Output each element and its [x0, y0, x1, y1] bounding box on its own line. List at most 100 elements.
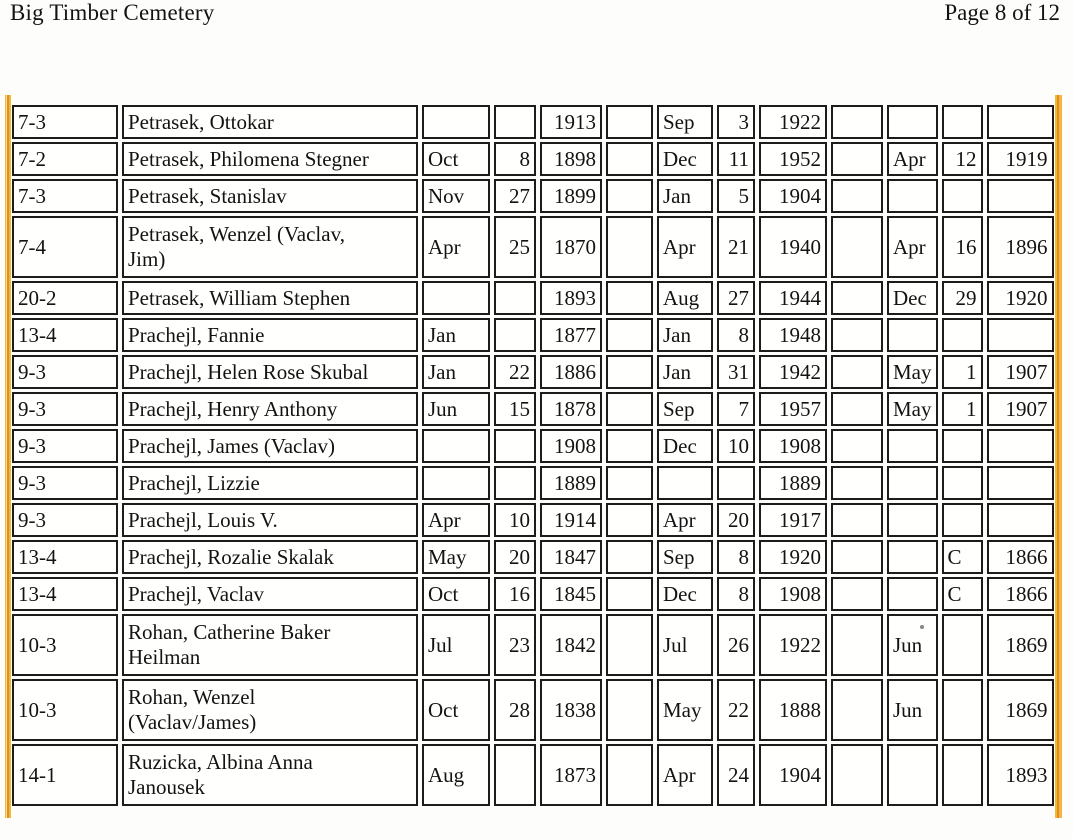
death-day-cell: 22: [717, 679, 755, 741]
death-year-cell: 1920: [759, 540, 827, 574]
birth-month-cell: Apr: [422, 503, 490, 537]
table-row: 10-3 Rohan, Catherine Baker Heilman Jul 23 1…: [12, 614, 1054, 676]
left-scan-edge-stripe: [5, 95, 11, 818]
death-year-cell: 1957: [759, 392, 827, 426]
name-cell: Prachejl, Rozalie Skalak: [122, 540, 418, 574]
plot-cell: 10-3: [12, 614, 118, 676]
name-cell: Petrasek, Philomena Stegner: [122, 142, 418, 176]
plot-cell: 20-2: [12, 281, 118, 315]
death-month-cell: [657, 466, 713, 500]
other-day-cell: 29: [941, 281, 983, 315]
birth-month-cell: Jun: [422, 392, 490, 426]
death-month-cell: Apr: [657, 744, 713, 806]
death-day-cell: 31: [717, 355, 755, 389]
birth-month-cell: Oct: [422, 142, 490, 176]
table-row: 20-2 Petrasek, William Stephen 1893 Aug 27 19…: [12, 281, 1054, 315]
spacer-cell: [606, 216, 653, 278]
spacer-cell: [606, 744, 653, 806]
plot-cell: 9-3: [12, 466, 118, 500]
name-cell: Prachejl, Henry Anthony: [122, 392, 418, 426]
death-day-cell: 24: [717, 744, 755, 806]
death-day-cell: 8: [717, 318, 755, 352]
other-year-cell: 1896: [986, 216, 1054, 278]
birth-day-cell: [494, 466, 536, 500]
name-cell: Prachejl, James (Vaclav): [122, 429, 418, 463]
birth-year-cell: 1842: [540, 614, 602, 676]
birth-day-cell: [494, 744, 536, 806]
death-month-cell: Jul: [657, 614, 713, 676]
table-row: 14-1 Ruzicka, Albina Anna Janousek Aug 1873…: [12, 744, 1054, 806]
table-row: 13-4 Prachejl, Vaclav Oct 16 1845 Dec 8 1908 C 18…: [12, 577, 1054, 611]
name-cell: Rohan, Catherine Baker Heilman: [122, 614, 418, 676]
death-month-cell: Jan: [657, 355, 713, 389]
spacer-cell: [606, 318, 653, 352]
birth-year-cell: 1870: [540, 216, 602, 278]
birth-year-cell: 1873: [540, 744, 602, 806]
plot-cell: 13-4: [12, 540, 118, 574]
death-day-cell: 10: [717, 429, 755, 463]
name-cell: Prachejl, Helen Rose Skubal: [122, 355, 418, 389]
other-year-cell: 1919: [986, 142, 1054, 176]
other-year-cell: 1866: [986, 577, 1054, 611]
birth-day-cell: 8: [494, 142, 536, 176]
table-row: 9-3 Prachejl, Henry Anthony Jun 15 1878 Sep 7 1…: [12, 392, 1054, 426]
birth-month-cell: May: [422, 540, 490, 574]
death-year-cell: 1948: [759, 318, 827, 352]
other-year-cell: [986, 429, 1054, 463]
table-row: 7-3 Petrasek, Stanislav Nov 27 1899 Jan 5 1904: [12, 179, 1054, 213]
other-month-cell: [887, 318, 938, 352]
spacer-cell: [831, 744, 883, 806]
birth-year-cell: 1899: [540, 179, 602, 213]
other-year-cell: [986, 105, 1054, 139]
birth-year-cell: 1845: [540, 577, 602, 611]
other-day-cell: [941, 614, 983, 676]
birth-day-cell: [494, 105, 536, 139]
other-month-cell: [887, 429, 938, 463]
spacer-cell: [831, 679, 883, 741]
spacer-cell: [831, 216, 883, 278]
birth-month-cell: Aug: [422, 744, 490, 806]
plot-cell: 7-2: [12, 142, 118, 176]
death-month-cell: Apr: [657, 503, 713, 537]
birth-day-cell: [494, 318, 536, 352]
table-row: 7-2 Petrasek, Philomena Stegner Oct 8 1898 De…: [12, 142, 1054, 176]
other-month-cell: Apr: [887, 216, 938, 278]
other-year-cell: 1869: [986, 614, 1054, 676]
death-month-cell: Jan: [657, 318, 713, 352]
other-day-cell: 12: [941, 142, 983, 176]
death-year-cell: 1904: [759, 179, 827, 213]
table-row: 7-4 Petrasek, Wenzel (Vaclav, Jim) Apr 25 18…: [12, 216, 1054, 278]
spacer-cell: [606, 577, 653, 611]
table-row: 10-3 Rohan, Wenzel (Vaclav/James) Oct 28 183…: [12, 679, 1054, 741]
death-day-cell: [717, 466, 755, 500]
death-day-cell: 21: [717, 216, 755, 278]
other-year-cell: 1907: [986, 355, 1054, 389]
other-year-cell: 1907: [986, 392, 1054, 426]
death-year-cell: 1940: [759, 216, 827, 278]
death-day-cell: 27: [717, 281, 755, 315]
death-year-cell: 1908: [759, 577, 827, 611]
name-cell: Prachejl, Fannie: [122, 318, 418, 352]
birth-month-cell: Jan: [422, 355, 490, 389]
death-year-cell: 1922: [759, 614, 827, 676]
other-day-cell: [941, 318, 983, 352]
death-month-cell: May: [657, 679, 713, 741]
birth-month-cell: [422, 466, 490, 500]
death-year-cell: 1952: [759, 142, 827, 176]
death-day-cell: 8: [717, 540, 755, 574]
other-day-cell: [941, 679, 983, 741]
other-year-cell: [986, 466, 1054, 500]
spacer-cell: [606, 179, 653, 213]
plot-cell: 9-3: [12, 355, 118, 389]
spacer-cell: [606, 540, 653, 574]
death-month-cell: Sep: [657, 392, 713, 426]
page-title: Big Timber Cemetery: [10, 0, 215, 25]
spacer-cell: [606, 503, 653, 537]
spacer-cell: [831, 503, 883, 537]
other-month-cell: Apr: [887, 142, 938, 176]
right-scan-edge-stripe: [1055, 95, 1062, 818]
other-month-cell: [887, 744, 938, 806]
death-year-cell: 1904: [759, 744, 827, 806]
table-row: 9-3 Prachejl, Louis V. Apr 10 1914 Apr 20 1917: [12, 503, 1054, 537]
other-day-cell: [941, 179, 983, 213]
